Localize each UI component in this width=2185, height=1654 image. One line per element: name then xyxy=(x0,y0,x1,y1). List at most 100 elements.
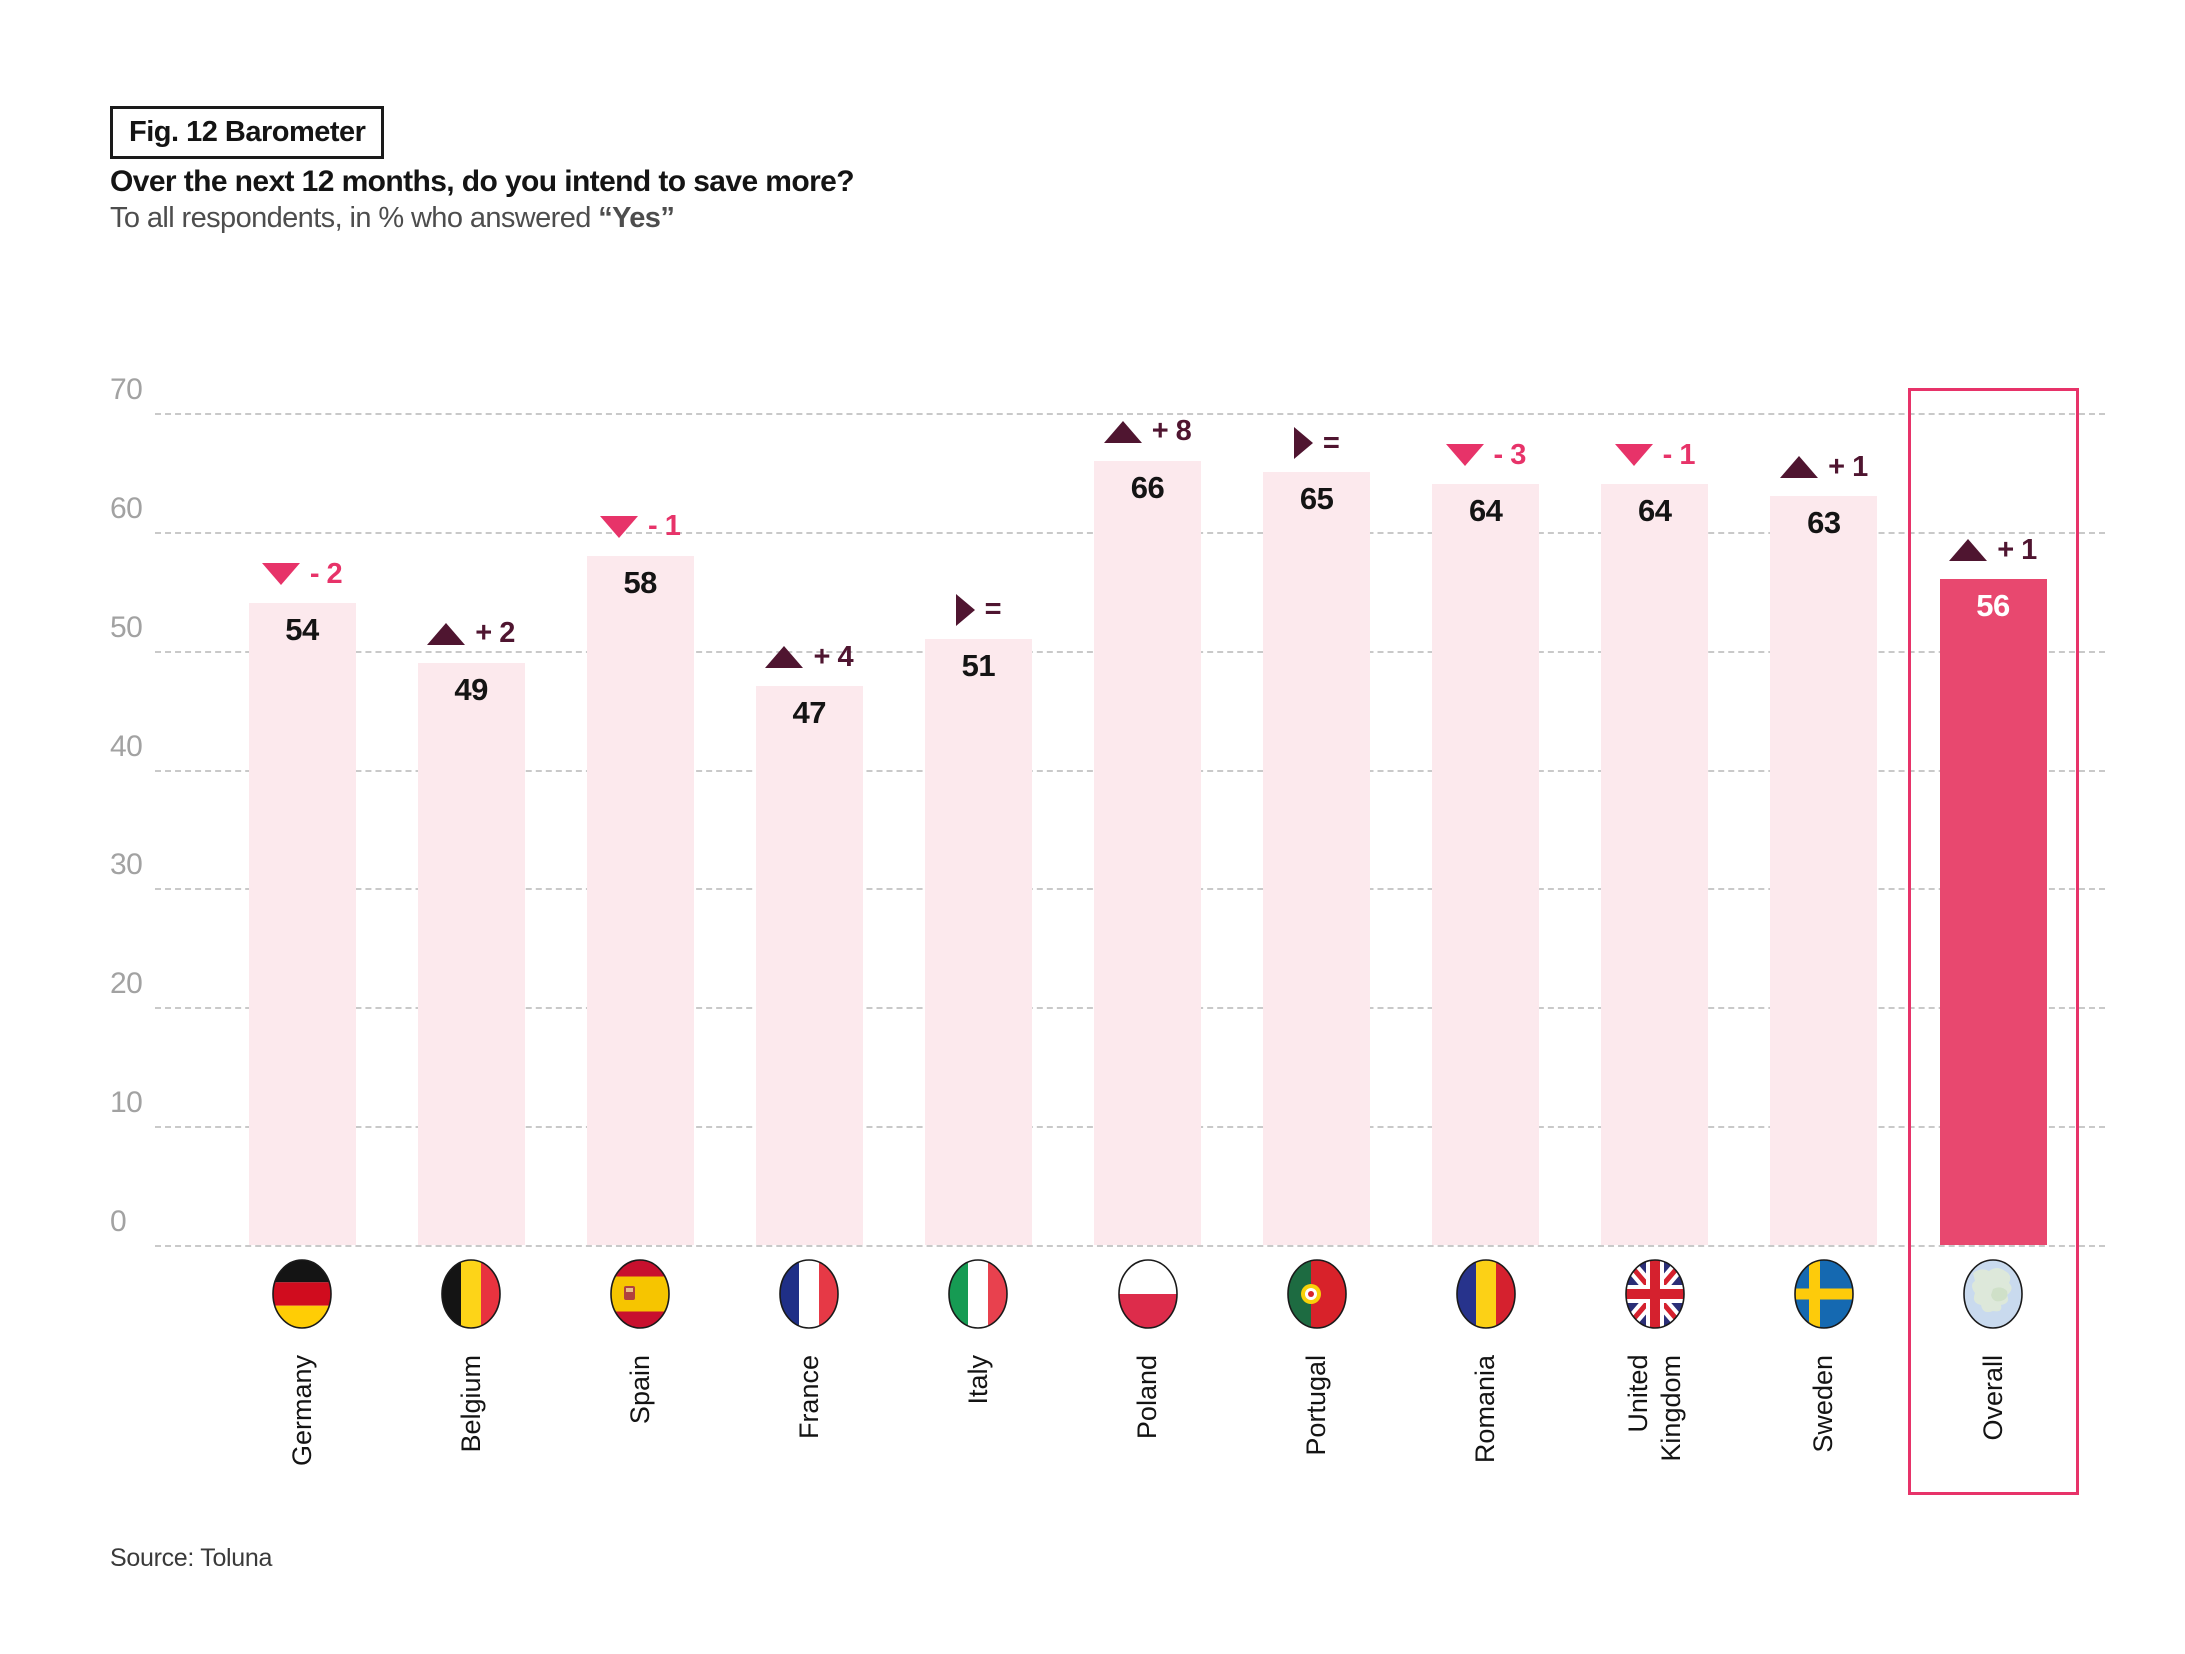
x-axis-label-poland: Poland xyxy=(1132,1355,1162,1440)
bar-value-italy: 51 xyxy=(961,647,996,683)
bar-portugal xyxy=(1263,472,1371,1245)
belgium-flag-icon xyxy=(441,1259,501,1329)
change-value-romania: - 3 xyxy=(1493,438,1527,471)
x-axis-label-wrap-germany: Germany xyxy=(217,1355,387,1585)
triangle-right-icon xyxy=(1293,427,1313,460)
overall-flag-icon xyxy=(1963,1259,2023,1329)
y-tick-label-30: 30 xyxy=(110,848,143,882)
x-axis-label-wrap-portugal: Portugal xyxy=(1232,1355,1402,1585)
bar-value-spain: 58 xyxy=(623,564,657,600)
chart-subtitle: To all respondents, in % who answered “Y… xyxy=(110,202,675,235)
change-indicator-united-kingdom: - 1 xyxy=(1560,435,1750,475)
change-value-germany: - 2 xyxy=(309,557,343,590)
bar-value-overall: 56 xyxy=(1976,588,2010,624)
triangle-up-icon xyxy=(1103,420,1142,443)
change-value-sweden: + 1 xyxy=(1828,450,1868,483)
y-tick-label-60: 60 xyxy=(110,491,143,525)
change-indicator-sweden: + 1 xyxy=(1729,447,1919,487)
triangle-up-icon xyxy=(1780,456,1819,479)
x-axis-label-france: France xyxy=(793,1355,824,1440)
chart-title: Over the next 12 months, do you intend t… xyxy=(110,165,855,198)
x-axis-label-germany: Germany xyxy=(286,1355,317,1467)
x-axis-label-wrap-united-kingdom: United Kingdom xyxy=(1570,1355,1740,1585)
change-value-italy: = xyxy=(984,593,1002,626)
bar-value-portugal: 65 xyxy=(1299,481,1334,517)
change-indicator-overall: + 1 xyxy=(1898,530,2088,570)
bar-poland xyxy=(1094,460,1201,1245)
x-axis-label-wrap-italy: Italy xyxy=(893,1355,1063,1585)
x-axis-label-wrap-poland: Poland xyxy=(1063,1355,1233,1585)
x-axis-label-wrap-belgium: Belgium xyxy=(386,1355,556,1585)
x-axis-label-belgium: Belgium xyxy=(455,1355,486,1453)
france-flag-icon xyxy=(779,1259,840,1329)
y-tick-label-40: 40 xyxy=(110,729,143,763)
x-axis-label-sweden: Sweden xyxy=(1808,1355,1839,1453)
change-value-belgium: + 2 xyxy=(475,617,515,650)
change-indicator-poland: + 8 xyxy=(1053,412,1243,452)
bar-value-poland: 66 xyxy=(1130,469,1165,505)
bar-overall xyxy=(1939,579,2047,1245)
x-axis-label-wrap-overall: Overall xyxy=(1908,1355,2078,1585)
subtitle-yes-highlight: “Yes” xyxy=(598,202,675,234)
germany-flag-icon xyxy=(272,1259,332,1329)
change-value-france: + 4 xyxy=(813,640,854,673)
triangle-right-icon xyxy=(955,593,975,626)
bar-value-romania: 64 xyxy=(1468,493,1503,529)
change-indicator-germany: - 2 xyxy=(207,554,397,594)
bar-germany xyxy=(248,603,356,1245)
y-tick-label-70: 70 xyxy=(110,373,143,406)
gridline-70 xyxy=(155,413,2105,415)
bar-united-kingdom xyxy=(1601,484,1709,1245)
bar-spain xyxy=(586,555,694,1245)
x-axis-label-italy: Italy xyxy=(962,1355,993,1405)
overall-highlight-box xyxy=(1907,388,2079,1495)
bar-value-united-kingdom: 64 xyxy=(1638,493,1672,529)
source-note: Source: Toluna xyxy=(110,1544,273,1572)
gridline-0 xyxy=(155,1245,2105,1247)
change-indicator-romania: - 3 xyxy=(1391,435,1581,475)
change-value-poland: + 8 xyxy=(1151,415,1192,448)
italy-flag-icon xyxy=(948,1259,1009,1329)
bar-france xyxy=(755,686,863,1245)
change-value-spain: - 1 xyxy=(648,510,681,543)
triangle-up-icon xyxy=(1949,539,1988,562)
change-indicator-portugal: = xyxy=(1222,423,1412,463)
change-value-portugal: = xyxy=(1322,426,1340,459)
y-tick-label-20: 20 xyxy=(110,967,143,1001)
triangle-down-icon xyxy=(261,563,300,586)
change-indicator-belgium: + 2 xyxy=(376,614,566,654)
bar-value-france: 47 xyxy=(792,695,827,731)
change-value-overall: + 1 xyxy=(1997,533,2037,566)
spain-flag-icon xyxy=(610,1259,670,1329)
triangle-down-icon xyxy=(1445,444,1484,467)
x-axis-label-wrap-romania: Romania xyxy=(1401,1355,1571,1585)
united-kingdom-flag-icon xyxy=(1624,1259,1685,1329)
poland-flag-icon xyxy=(1117,1259,1178,1329)
bar-italy xyxy=(924,638,1032,1245)
triangle-down-icon xyxy=(1614,444,1653,467)
x-axis-label-spain: Spain xyxy=(624,1355,655,1425)
change-indicator-spain: - 1 xyxy=(545,507,735,547)
x-axis-label-overall: Overall xyxy=(1977,1355,2008,1441)
bar-romania xyxy=(1432,484,1540,1245)
bar-value-sweden: 63 xyxy=(1807,505,1841,541)
x-axis-label-united-kingdom: United Kingdom xyxy=(1622,1355,1686,1462)
figure-number-label: Fig. 12 Barometer xyxy=(110,106,385,159)
x-axis-label-wrap-france: France xyxy=(724,1355,894,1585)
bar-sweden xyxy=(1770,496,1878,1245)
bar-belgium xyxy=(417,662,525,1245)
change-indicator-france: + 4 xyxy=(714,637,904,677)
portugal-flag-icon xyxy=(1286,1259,1347,1329)
x-axis-label-portugal: Portugal xyxy=(1301,1355,1332,1456)
triangle-up-icon xyxy=(765,646,804,669)
triangle-down-icon xyxy=(600,515,639,538)
romania-flag-icon xyxy=(1455,1259,1516,1329)
subtitle-text: To all respondents, in % who answered xyxy=(110,202,599,234)
triangle-up-icon xyxy=(427,622,466,645)
change-indicator-italy: = xyxy=(883,590,1073,630)
bar-value-belgium: 49 xyxy=(454,671,488,707)
bar-value-germany: 54 xyxy=(285,612,319,648)
x-axis-label-wrap-spain: Spain xyxy=(555,1355,725,1585)
y-tick-label-10: 10 xyxy=(110,1086,143,1120)
